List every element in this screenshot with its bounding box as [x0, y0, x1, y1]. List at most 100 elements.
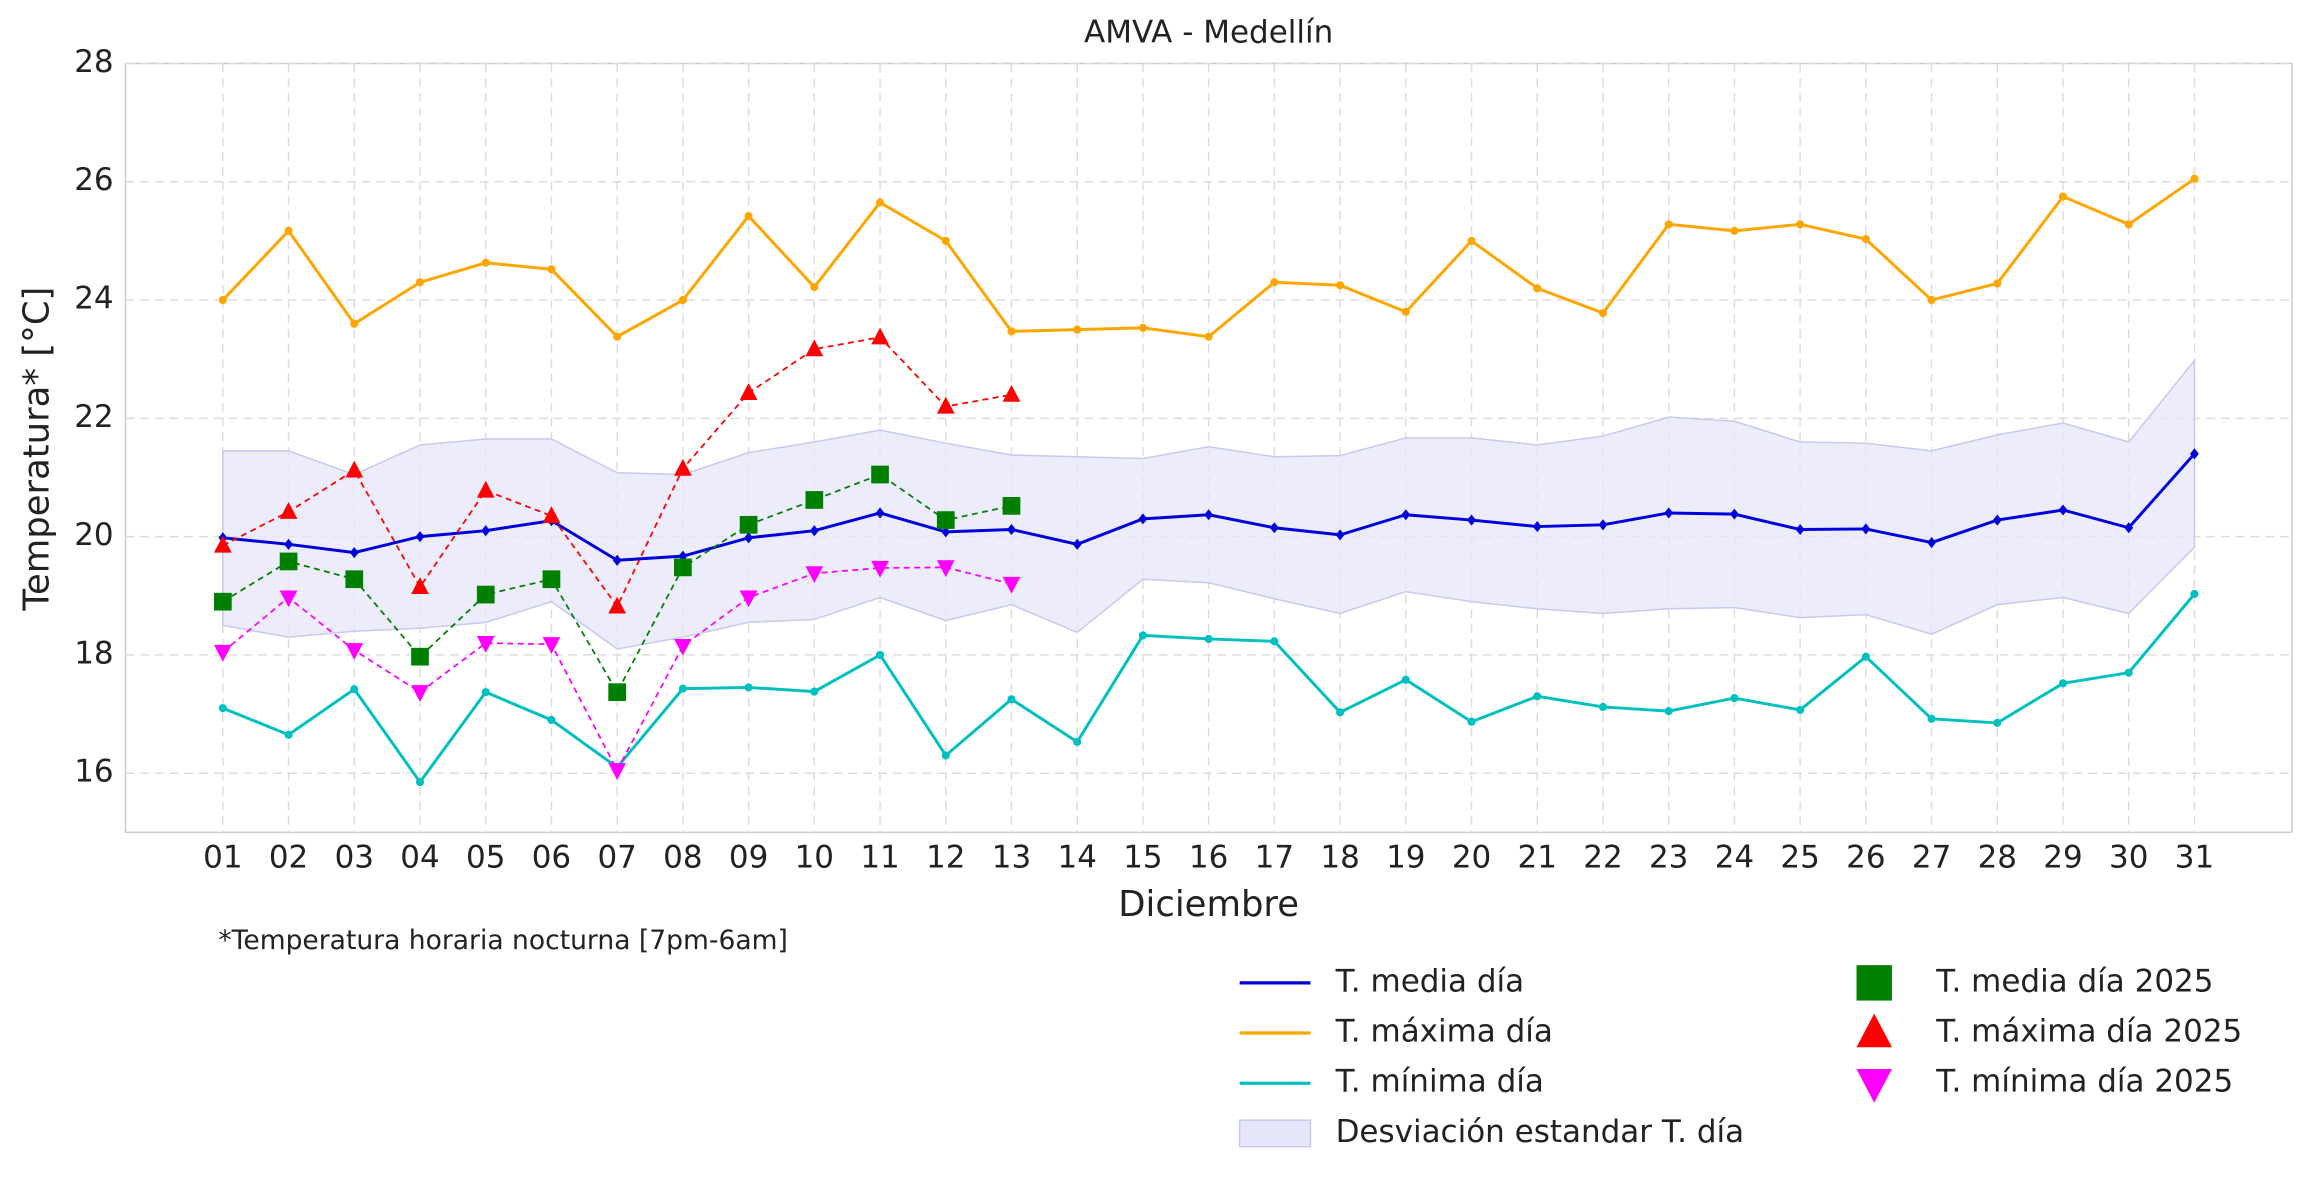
footnote: *Temperatura horaria nocturna [7pm-6am] — [218, 925, 787, 956]
data-point — [1664, 220, 1673, 229]
data-point — [481, 258, 490, 267]
data-point — [1861, 235, 1870, 244]
data-point — [1796, 220, 1805, 229]
data-point — [875, 650, 885, 659]
data-point — [941, 236, 950, 245]
y-tick-label: 20 — [74, 517, 113, 553]
x-tick-label: 16 — [1189, 839, 1228, 875]
data-point — [1335, 529, 1345, 541]
data-point — [476, 636, 495, 653]
data-point — [1992, 514, 2002, 526]
data-point — [476, 480, 495, 498]
std-band — [222, 358, 2196, 650]
data-point — [1796, 705, 1805, 714]
data-point — [674, 558, 692, 577]
x-tick-label: 23 — [1649, 839, 1688, 875]
data-point — [1204, 332, 1213, 341]
data-point — [1861, 652, 1870, 661]
data-point — [1532, 521, 1542, 533]
data-point — [1002, 576, 1021, 594]
x-tick-label: 19 — [1386, 839, 1425, 875]
x-tick-label: 27 — [1912, 839, 1951, 875]
data-point — [350, 685, 359, 694]
data-point — [1138, 323, 1147, 332]
legend-label: T. máxima día 2025 — [1935, 1014, 2242, 1050]
data-point — [805, 339, 824, 357]
data-point — [2058, 504, 2068, 516]
y-tick-label: 28 — [74, 44, 113, 80]
data-point — [284, 730, 293, 739]
data-point — [1007, 327, 1016, 336]
data-point — [608, 683, 627, 702]
data-point — [2124, 220, 2133, 229]
x-tick-label: 11 — [860, 839, 899, 875]
x-tick-label: 03 — [335, 839, 374, 875]
x-tick-label: 30 — [2109, 839, 2148, 875]
data-point — [218, 295, 227, 305]
data-point — [1138, 513, 1148, 525]
x-tick-label: 14 — [1057, 839, 1096, 875]
chart-title: AMVA - Medellín — [1084, 14, 1333, 50]
data-point — [674, 458, 692, 476]
x-tick-label: 10 — [795, 839, 834, 875]
data-point — [411, 647, 429, 666]
data-point — [345, 570, 364, 589]
data-point — [481, 688, 490, 697]
data-point — [1336, 281, 1345, 290]
x-tick-label: 12 — [926, 839, 965, 875]
data-point — [739, 383, 758, 400]
x-axis-label: Diciembre — [1118, 884, 1299, 925]
y-tick-label: 24 — [74, 281, 113, 317]
data-point — [542, 506, 561, 524]
data-point — [1664, 707, 1673, 716]
data-point — [2190, 589, 2199, 599]
data-point — [213, 644, 232, 662]
legend-label: T. mínima día 2025 — [1935, 1064, 2233, 1100]
data-point — [1598, 309, 1608, 318]
data-point — [1073, 737, 1082, 746]
data-point — [871, 465, 889, 484]
data-point — [2058, 192, 2068, 201]
x-tick-label: 17 — [1255, 839, 1294, 875]
y-axis-label: Temperatura* [°C] — [16, 287, 57, 612]
data-point — [875, 198, 885, 207]
data-point — [1270, 637, 1279, 646]
x-tick-label: 08 — [663, 839, 702, 875]
data-point — [936, 396, 955, 414]
x-tick-label: 01 — [203, 839, 242, 875]
data-point — [871, 327, 889, 345]
data-point — [936, 560, 955, 578]
data-point — [678, 295, 687, 305]
data-point — [805, 566, 824, 584]
x-tick-label: 26 — [1846, 839, 1885, 875]
data-point — [1336, 708, 1345, 717]
x-tick-label: 22 — [1583, 839, 1622, 875]
x-tick-label: 15 — [1123, 839, 1162, 875]
legend-marker — [1856, 965, 1892, 1001]
data-point — [547, 715, 556, 725]
y-tick-label: 22 — [74, 399, 113, 435]
legend-label: T. media día 2025 — [1935, 963, 2213, 999]
data-point — [612, 554, 622, 566]
data-point — [213, 592, 232, 611]
data-point — [871, 560, 889, 578]
x-tick-label: 31 — [2175, 839, 2214, 875]
data-point — [1467, 717, 1476, 726]
x-tick-label: 29 — [2043, 839, 2082, 875]
data-point — [1533, 692, 1542, 701]
data-point — [476, 585, 495, 604]
y-tick-label: 18 — [74, 635, 113, 671]
data-point — [744, 683, 753, 692]
y-tick-label: 26 — [74, 162, 113, 198]
legend-marker — [1856, 1069, 1892, 1103]
legend-label: Desviación estandar T. día — [1336, 1114, 1745, 1150]
data-point — [674, 638, 692, 656]
data-point — [411, 685, 429, 702]
data-point — [739, 590, 758, 608]
data-point — [1002, 497, 1021, 515]
data-point — [411, 577, 429, 594]
data-point — [2124, 668, 2133, 677]
x-tick-label: 13 — [992, 839, 1031, 875]
legend-marker — [1856, 1013, 1892, 1048]
data-point — [542, 637, 561, 655]
